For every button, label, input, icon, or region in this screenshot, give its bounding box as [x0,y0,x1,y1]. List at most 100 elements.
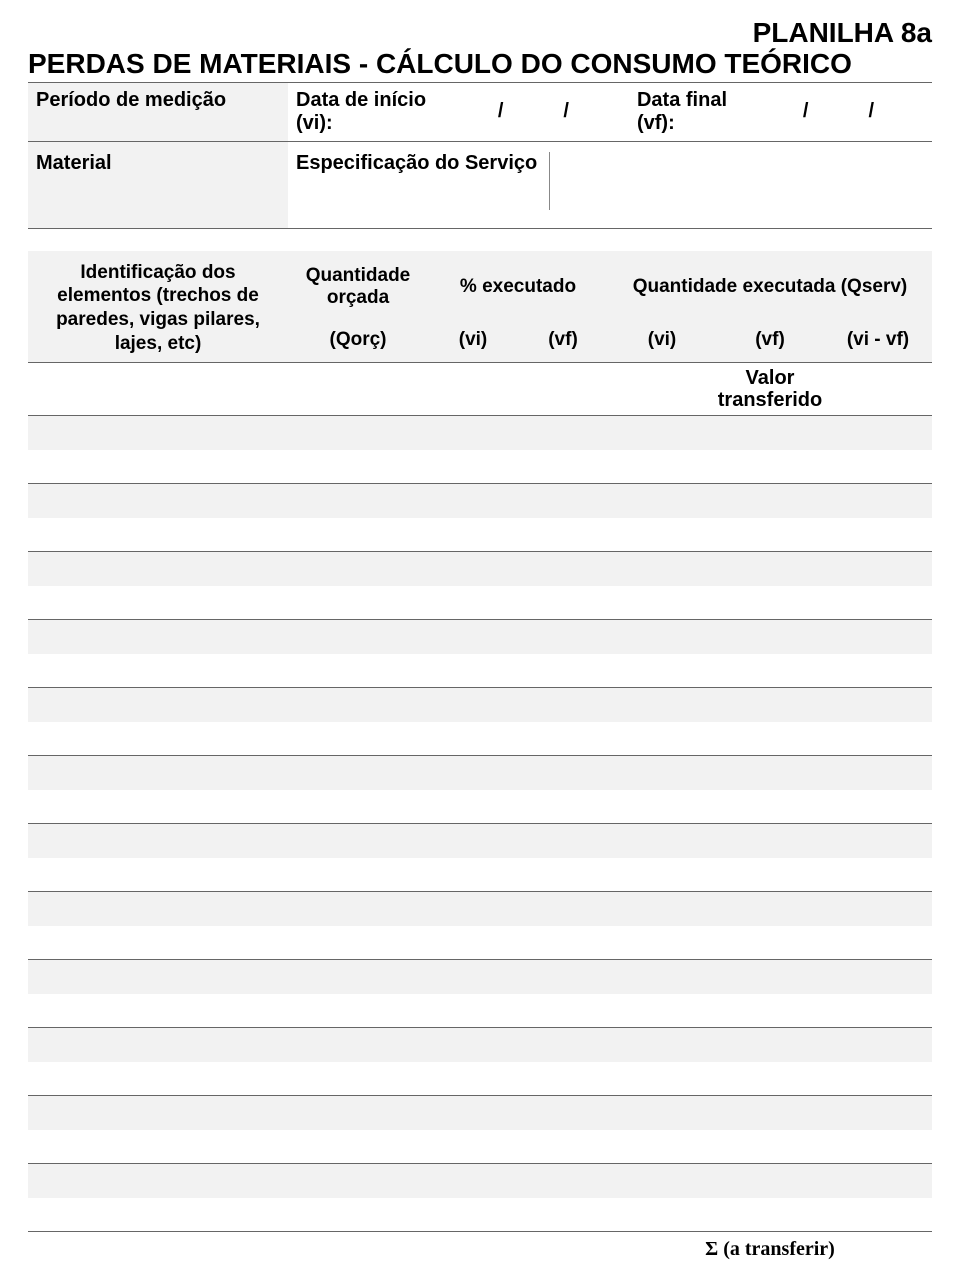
table-cell [428,1130,518,1164]
table-cell [28,756,288,790]
table-cell [716,654,824,688]
table-cell [428,994,518,1028]
table-cell [824,620,932,654]
slash-icon: / [559,100,573,123]
table-cell [608,688,716,722]
table-cell [608,926,716,960]
table-cell [518,518,608,552]
table-cell [824,688,932,722]
table-row [28,1028,932,1062]
valor-blank [28,363,288,416]
table-cell [824,824,932,858]
valor-blank [428,363,518,416]
table-cell [428,586,518,620]
table-row [28,620,932,654]
col-vi-q: (vi) [608,320,716,362]
table-row [28,1198,932,1232]
table-row [28,926,932,960]
table-cell [288,552,428,586]
table-cell [428,892,518,926]
table-cell [288,620,428,654]
table-cell [518,450,608,484]
table-cell [608,620,716,654]
table-row [28,1062,932,1096]
table-cell [716,960,824,994]
table-cell [428,1062,518,1096]
table-cell [716,552,824,586]
table-cell [716,416,824,450]
table-row [28,1164,932,1198]
table-cell [288,790,428,824]
table-cell [288,1062,428,1096]
material-row: Material Especificação do Serviço [28,142,932,229]
table-cell [428,926,518,960]
table-cell [824,892,932,926]
spec-label: Especificação do Serviço [296,152,537,174]
slash-icon: / [494,100,508,123]
start-date-label: Data de início (vi): [296,89,442,135]
table-cell [288,518,428,552]
table-row [28,892,932,926]
table-row [28,790,932,824]
table-cell [428,1096,518,1130]
table-cell [518,790,608,824]
table-row [28,1096,932,1130]
table-cell [28,960,288,994]
table-cell [518,1096,608,1130]
table-cell [518,1130,608,1164]
table-cell [608,654,716,688]
table-cell [824,484,932,518]
table-cell [428,1028,518,1062]
table-row [28,654,932,688]
table-cell [824,756,932,790]
table-cell [824,960,932,994]
table-row [28,960,932,994]
table-cell [824,416,932,450]
table-cell [288,1028,428,1062]
table-cell [716,858,824,892]
table-cell [716,1164,824,1198]
table-cell [288,892,428,926]
table-cell [608,1028,716,1062]
table-cell [518,994,608,1028]
table-cell [518,756,608,790]
table-cell [608,960,716,994]
table-row [28,756,932,790]
table-cell [716,620,824,654]
table-cell [28,688,288,722]
table-cell [28,1164,288,1198]
table-cell [28,994,288,1028]
table-cell [28,722,288,756]
table-cell [28,484,288,518]
col-pct-exec: % executado [428,251,608,320]
slash-icon: / [864,100,878,123]
table-cell [824,994,932,1028]
table-cell [608,1130,716,1164]
table-cell [288,484,428,518]
end-date-label: Data final (vf): [637,89,747,135]
table-cell [288,1130,428,1164]
table-cell [28,1198,288,1232]
table-row [28,1130,932,1164]
table-cell [716,892,824,926]
table-cell [518,552,608,586]
table-cell [28,450,288,484]
table-cell [716,688,824,722]
table-cell [518,858,608,892]
spec-cell: Especificação do Serviço [288,142,932,228]
table-cell [288,960,428,994]
table-cell [28,892,288,926]
valor-blank [288,363,428,416]
col-vi-pct: (vi) [428,320,518,362]
valor-transferido-row: Valor transferido [28,363,932,416]
table-cell [518,960,608,994]
table-row [28,688,932,722]
table-cell [608,518,716,552]
table-cell [288,450,428,484]
col-vf-q: (vf) [716,320,824,362]
table-cell [288,926,428,960]
table-row [28,518,932,552]
table-row [28,484,932,518]
table-cell [28,1062,288,1096]
table-cell [608,858,716,892]
